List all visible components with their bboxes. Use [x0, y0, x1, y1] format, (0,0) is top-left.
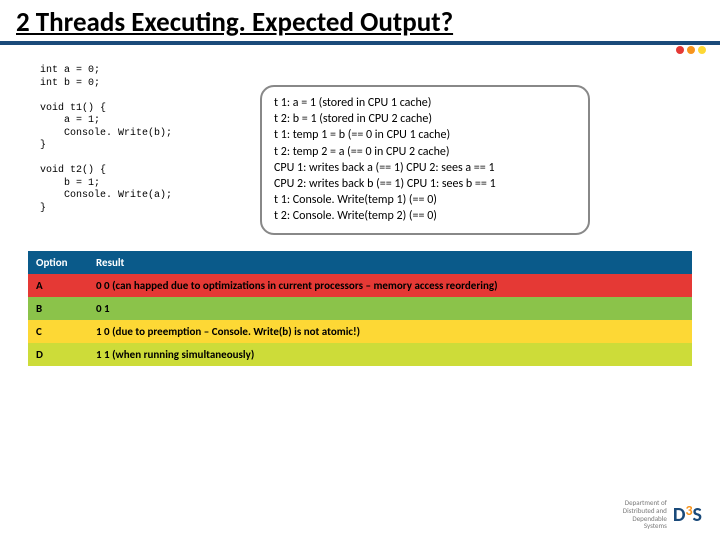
- explanation-line: CPU 1: writes back a (== 1) CPU 2: sees …: [274, 160, 576, 176]
- table-row: A0 0 (can happed due to optimizations in…: [28, 274, 692, 297]
- table-row: D1 1 (when running simultaneously): [28, 343, 692, 366]
- cell-result: 1 1 (when running simultaneously): [88, 343, 692, 366]
- col-option: Option: [28, 251, 88, 274]
- cell-result: 0 0 (can happed due to optimizations in …: [88, 274, 692, 297]
- logo-3: 3: [685, 502, 692, 519]
- explanation-line: t 1: Console. Write(temp 1) (== 0): [274, 192, 576, 208]
- logo-d: D: [673, 503, 686, 527]
- cell-result: 0 1: [88, 297, 692, 320]
- explanation-line: t 2: Console. Write(temp 2) (== 0): [274, 208, 576, 224]
- d3s-logo: D 3 S: [673, 503, 702, 527]
- footer-dept-text: Department of Distributed and Dependable…: [623, 499, 667, 530]
- cell-option: B: [28, 297, 88, 320]
- explanation-line: t 1: temp 1 = b (== 0 in CPU 1 cache): [274, 127, 576, 143]
- dot-1: [676, 46, 684, 54]
- cell-option: C: [28, 320, 88, 343]
- explanation-box: t 1: a = 1 (stored in CPU 1 cache)t 2: b…: [260, 85, 590, 235]
- cell-option: A: [28, 274, 88, 297]
- explanation-line: t 2: temp 2 = a (== 0 in CPU 2 cache): [274, 144, 576, 160]
- cell-result: 1 0 (due to preemption – Console. Write(…: [88, 320, 692, 343]
- options-table: Option Result A0 0 (can happed due to op…: [28, 251, 692, 366]
- code-block: int a = 0; int b = 0; void t1() { a = 1;…: [40, 65, 240, 235]
- logo-s: S: [693, 503, 702, 527]
- explanation-line: t 2: b = 1 (stored in CPU 2 cache): [274, 111, 576, 127]
- explanation-line: t 1: a = 1 (stored in CPU 1 cache): [274, 95, 576, 111]
- decorative-dots: [676, 46, 706, 54]
- content-row: int a = 0; int b = 0; void t1() { a = 1;…: [0, 45, 720, 245]
- slide-title: 2 Threads Executing. Expected Output?: [0, 0, 720, 45]
- cell-option: D: [28, 343, 88, 366]
- col-result: Result: [88, 251, 692, 274]
- explanation-line: CPU 2: writes back b (== 1) CPU 1: sees …: [274, 176, 576, 192]
- options-table-wrap: Option Result A0 0 (can happed due to op…: [0, 245, 720, 366]
- footer: Department of Distributed and Dependable…: [623, 499, 702, 530]
- table-row: B0 1: [28, 297, 692, 320]
- dot-2: [687, 46, 695, 54]
- table-row: C1 0 (due to preemption – Console. Write…: [28, 320, 692, 343]
- dot-3: [698, 46, 706, 54]
- footer-line4: Systems: [623, 522, 667, 530]
